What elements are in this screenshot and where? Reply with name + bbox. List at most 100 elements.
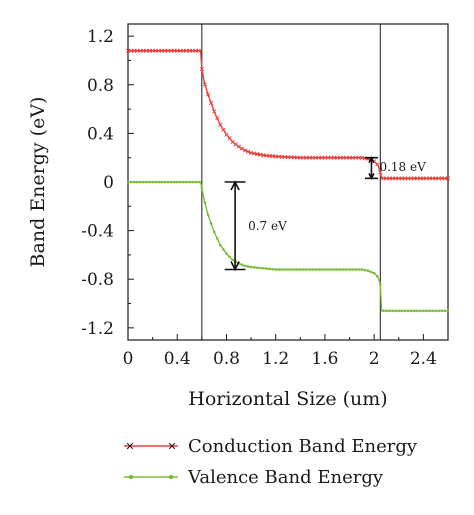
data-point xyxy=(175,180,179,184)
x-axis-title: Horizontal Size (um) xyxy=(188,388,387,410)
data-point xyxy=(144,48,149,53)
data-point xyxy=(430,176,435,181)
data-point xyxy=(231,258,234,262)
data-point xyxy=(126,180,130,184)
data-point xyxy=(391,309,394,313)
data-point xyxy=(182,180,185,184)
data-point xyxy=(153,48,158,53)
data-point xyxy=(212,109,217,114)
data-point xyxy=(163,180,167,184)
data-point xyxy=(212,230,216,234)
data-point xyxy=(356,155,361,160)
data-point xyxy=(215,237,219,240)
data-point xyxy=(332,155,337,160)
data-point xyxy=(289,268,293,271)
data-point xyxy=(319,155,324,160)
data-point xyxy=(200,186,204,190)
annotation-arrow-0-7ev: 0.7 eV xyxy=(224,180,287,272)
data-point xyxy=(446,309,450,313)
data-point xyxy=(196,48,201,53)
data-point xyxy=(366,269,370,273)
data-point xyxy=(154,180,157,184)
data-point xyxy=(227,136,232,141)
data-point xyxy=(159,48,164,53)
data-point xyxy=(252,266,256,269)
data-point xyxy=(428,309,431,313)
data-point xyxy=(412,309,416,313)
legend-marker-valence xyxy=(128,474,134,480)
x-tick-label: 2.4 xyxy=(410,349,437,369)
data-point xyxy=(381,176,386,181)
data-point xyxy=(310,155,315,160)
y-tick-label: 1.2 xyxy=(87,27,114,47)
data-point xyxy=(406,309,410,313)
data-point xyxy=(305,268,308,271)
data-point xyxy=(139,180,142,184)
data-point xyxy=(160,180,164,184)
data-point xyxy=(268,267,271,271)
data-point xyxy=(421,176,426,181)
data-point xyxy=(400,309,404,313)
data-point xyxy=(436,176,441,181)
data-point xyxy=(162,48,168,53)
annotation-label-0-7ev: 0.7 eV xyxy=(248,219,287,233)
x-tick-label: 1.2 xyxy=(262,349,289,369)
y-tick-label: -0.8 xyxy=(81,270,114,290)
data-point xyxy=(353,155,358,160)
legend-marker-conduction-end: ✕ xyxy=(167,440,176,453)
data-point xyxy=(166,180,170,184)
data-point xyxy=(415,176,420,181)
data-point xyxy=(425,309,428,313)
data-point xyxy=(348,268,351,271)
data-point xyxy=(156,48,161,53)
data-point xyxy=(419,309,422,313)
data-point xyxy=(440,309,444,313)
data-point xyxy=(311,268,314,271)
data-point xyxy=(363,268,367,272)
data-point xyxy=(443,309,447,313)
annotations: 0.7 eV 0.18 eV xyxy=(224,155,426,272)
data-point xyxy=(236,144,241,149)
data-point xyxy=(351,268,354,271)
data-point xyxy=(184,48,189,53)
data-point xyxy=(326,268,330,271)
data-point xyxy=(243,264,247,268)
data-point xyxy=(221,127,226,132)
data-point xyxy=(354,268,357,271)
data-point xyxy=(387,176,392,181)
data-point xyxy=(295,268,299,271)
data-point xyxy=(209,222,213,225)
data-point xyxy=(445,176,451,181)
data-point xyxy=(215,116,220,121)
annotation-label-0-18ev: 0.18 eV xyxy=(379,160,426,174)
data-point xyxy=(307,155,312,160)
data-point xyxy=(225,252,228,256)
data-point xyxy=(335,268,339,271)
data-point xyxy=(172,48,177,53)
data-point xyxy=(317,268,321,271)
data-point xyxy=(206,213,210,217)
x-tick-label: 1.6 xyxy=(311,349,338,369)
data-point xyxy=(128,48,134,53)
x-tick-label: 0.4 xyxy=(164,349,191,369)
data-point xyxy=(138,48,143,53)
data-point xyxy=(199,66,204,72)
data-point xyxy=(308,268,311,271)
data-point xyxy=(208,100,214,106)
data-point xyxy=(132,48,137,53)
y-tick-label: -0.4 xyxy=(81,222,114,242)
data-point xyxy=(145,180,148,184)
legend: ✕ ✕ Conduction Band Energy Valence Band … xyxy=(124,436,418,488)
legend-marker-conduction: ✕ xyxy=(125,440,134,453)
data-point xyxy=(437,309,441,313)
data-point xyxy=(125,48,131,53)
data-point xyxy=(218,122,223,127)
series-layer xyxy=(125,48,451,313)
data-point xyxy=(242,148,248,153)
data-point xyxy=(403,309,407,313)
data-point xyxy=(357,268,361,271)
legend-marker-valence-end xyxy=(168,474,174,480)
x-tick-label: 0 xyxy=(123,349,134,369)
data-point xyxy=(292,268,296,271)
